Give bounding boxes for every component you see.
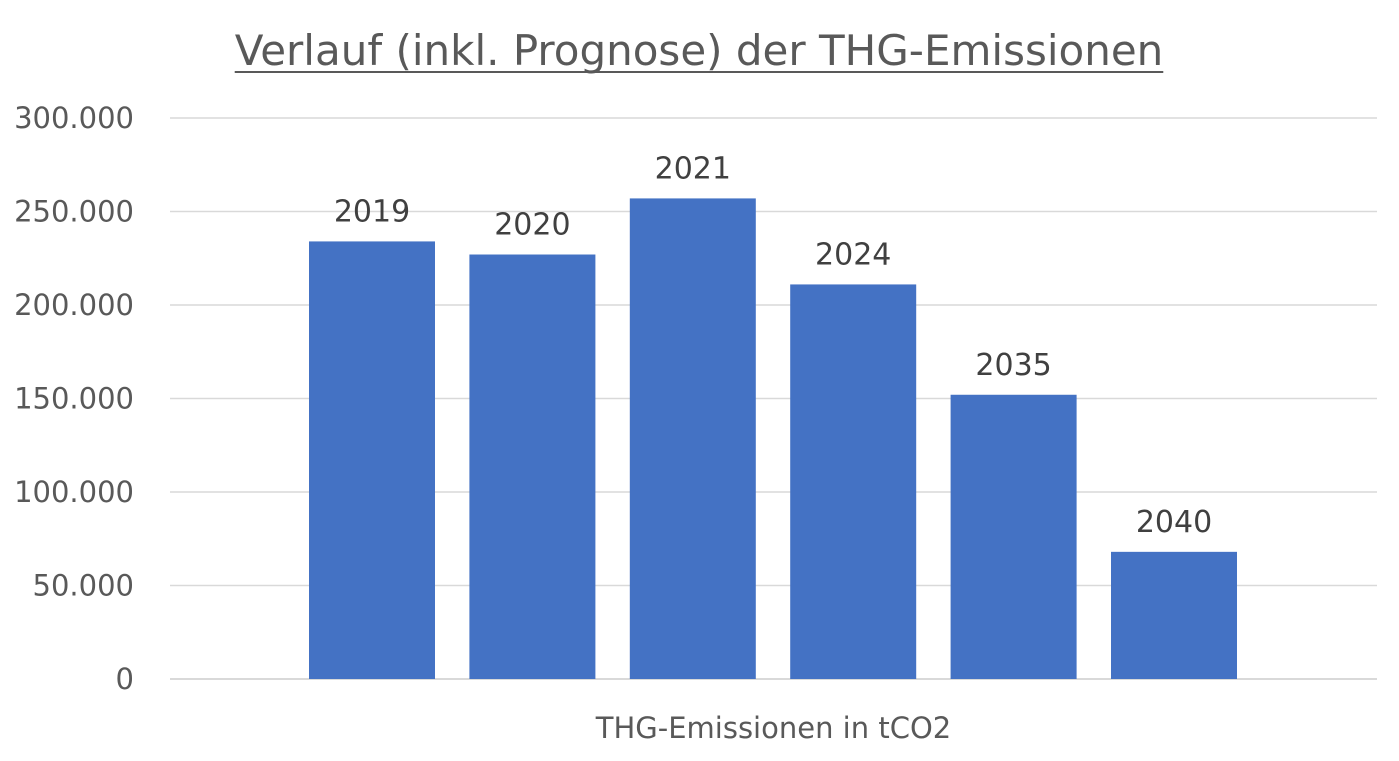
y-tick-label: 0 [116,662,134,696]
y-axis-ticks: 0 50.000 100.000 150.000 200.000 250.000 300.0… [14,101,134,696]
y-tick-label: 150.000 [14,382,134,416]
y-tick-label: 250.000 [14,195,134,229]
bar-2020 [469,254,596,679]
y-tick-label: 200.000 [14,288,134,322]
data-label-2024: 2024 [815,237,891,272]
x-axis-categories: THG-Emissionen in tCO2 [595,711,951,745]
y-tick-label: 50.000 [33,569,134,603]
x-category-label: THG-Emissionen in tCO2 [595,711,951,745]
data-label-2021: 2021 [655,151,731,186]
data-label-2020: 2020 [494,208,570,243]
bar-2019 [309,241,435,680]
y-tick-label: 100.000 [14,475,134,509]
bar-2021 [629,198,756,679]
bar-2035 [950,394,1077,679]
data-label-2019: 2019 [334,194,410,229]
bar-2024 [790,284,917,679]
y-tick-label: 300.000 [14,101,134,135]
data-labels: 2019 2020 2021 2024 2035 2040 [334,151,1212,539]
bar-2040 [1111,551,1237,679]
data-label-2035: 2035 [975,348,1051,383]
chart-title: Verlauf (inkl. Prognose) der THG-Emissio… [235,26,1164,75]
data-label-2040: 2040 [1136,505,1212,540]
bars [309,198,1237,680]
